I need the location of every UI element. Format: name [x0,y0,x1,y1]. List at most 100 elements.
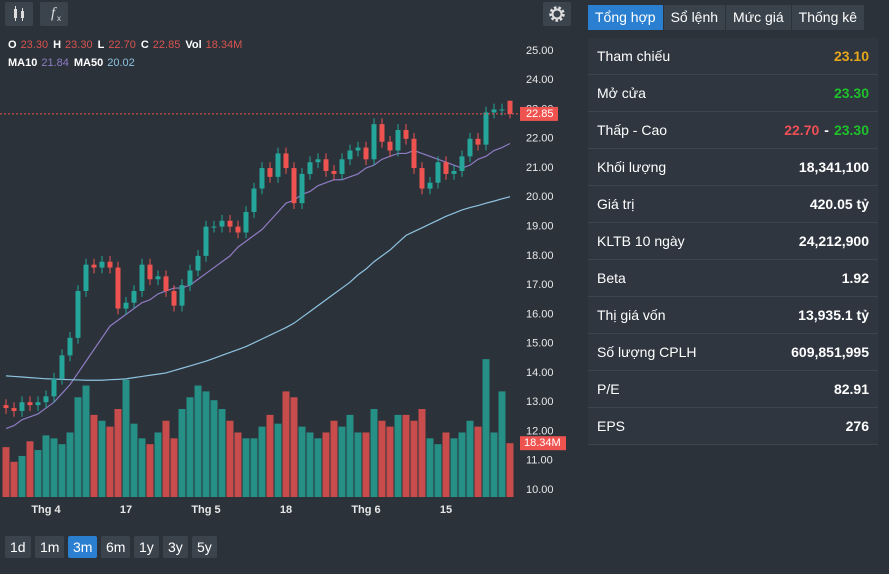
volume-bar [26,441,34,497]
high: 23.30 [833,122,869,138]
volume-bar [34,450,42,497]
volume-bar [386,426,394,497]
y-tick-label: 15.00 [526,338,554,350]
candle-body [131,290,137,303]
volume-bar [130,423,138,497]
price-tag-label: 22.85 [526,108,554,120]
volume-bar [322,432,330,497]
volume-bar [426,438,434,497]
stats-panel: Tham chiếu 23.10 Mở cửa 23.30 Thấp - Cao 22.7… [588,38,878,445]
volume-bar [114,409,122,497]
candle-body [363,147,369,160]
settings-button[interactable] [543,2,571,26]
candle-body [467,138,473,157]
stat-label: Thị giá vốn [597,307,666,323]
y-tick-label: 22.00 [526,133,554,145]
tab[interactable]: Tổng hợp [588,5,663,30]
legend-key: Vol [185,39,201,51]
stat-value: 18,341,100 [799,159,869,175]
candle-body [291,168,297,204]
icon [549,6,565,22]
y-tick-label: 21.00 [526,162,554,174]
volume-bar [298,426,306,497]
candle-body [203,226,209,256]
volume-bar [506,443,514,497]
candle-body [163,276,169,291]
volume-bar [482,359,490,497]
stat-row: P/E 82.91 [588,371,878,408]
candle-body [451,170,457,174]
volume-bar [346,414,354,497]
volume-bar [250,438,258,497]
volume-bar [178,409,186,497]
candle-body [219,220,225,227]
volume-bar [258,426,266,497]
volume-bar [354,432,362,497]
x-tick-label: Thg 4 [31,504,61,516]
range-button[interactable]: 3y [163,536,188,558]
range-button[interactable]: 1d [5,536,31,558]
candle-body [395,130,401,151]
volume-bar [90,414,98,497]
candle-body [91,264,97,268]
stat-row: Số lượng CPLH 609,851,995 [588,334,878,371]
volume-bar [226,420,234,497]
volume-bar [434,444,442,497]
ma-line [5,196,511,381]
candle-body [59,355,65,379]
volume-bar [338,426,346,497]
candle-body [51,378,57,397]
volume-bar [50,438,58,497]
candle-body [419,168,425,189]
range-button[interactable]: 3m [68,536,98,558]
candle-body [443,162,449,174]
volume-bar [2,447,10,497]
stat-label: Tham chiếu [597,48,671,64]
candle-body [483,112,489,145]
volume-bar [170,438,178,497]
tab[interactable]: Mức giá [726,5,791,30]
tab[interactable]: Sổ lệnh [663,5,726,30]
legend-value: 22.70 [108,39,136,51]
candle-body [227,220,233,227]
volume-bar [442,432,450,497]
low: 22.70 [784,122,820,138]
candle-body [307,162,313,174]
stat-value: 82.91 [834,381,869,397]
candle-body [267,168,273,177]
stat-row: EPS 276 [588,408,878,445]
stat-row: Giá trị 420.05 tỷ [588,186,878,223]
svg-text:f: f [51,5,57,21]
volume-bar [314,438,322,497]
x-tick-label: Thg 6 [351,504,380,516]
volume-bar [18,455,26,497]
volume-bar [98,420,106,497]
stat-label: Giá trị [597,196,635,212]
value: 23.10 [833,48,869,64]
legend-key: MA50 [74,57,103,69]
range-button[interactable]: 1y [134,536,159,558]
candle-body [99,261,105,268]
candle-body [299,173,305,204]
candle-body [331,170,337,174]
legend-value: 21.84 [41,57,69,69]
candle-body [339,159,345,174]
volume-bar [42,435,50,497]
price-tag [520,106,558,121]
range-button[interactable]: 1m [35,536,65,558]
tab[interactable]: Thống kê [791,5,865,30]
volume-bar [410,420,418,497]
volume-bar [106,426,114,497]
value: 1.92 [841,270,869,286]
range-button[interactable]: 6m [101,536,131,558]
y-tick-label: 11.00 [526,455,553,467]
tabs: Tổng hợp Sổ lệnh Mức giá Thống kê [588,5,865,30]
candle-body [115,267,121,309]
candle-icon-button[interactable] [5,2,33,26]
candle-body [11,408,17,411]
range-button[interactable]: 5y [192,536,217,558]
x-tick-label: 17 [120,504,132,516]
volume-bar [474,426,482,497]
